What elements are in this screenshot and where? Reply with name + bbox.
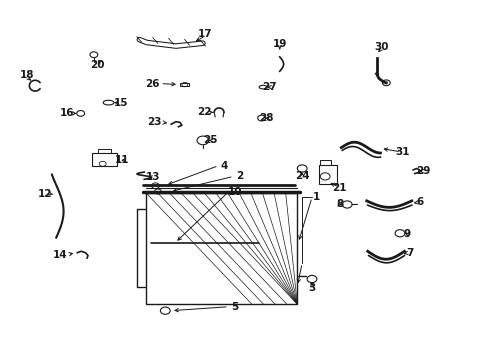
Text: 2: 2 [236, 171, 243, 181]
Text: 8: 8 [336, 199, 343, 210]
Text: 21: 21 [332, 183, 346, 193]
Text: 10: 10 [227, 186, 242, 197]
Text: 12: 12 [38, 189, 52, 199]
Bar [318, 165, 337, 184]
Text: 7: 7 [405, 248, 413, 258]
Text: 19: 19 [272, 39, 286, 49]
Text: 17: 17 [198, 29, 212, 39]
Bar [145, 193, 297, 304]
Text: 26: 26 [145, 78, 160, 89]
Text: 18: 18 [20, 70, 34, 80]
Circle shape [382, 80, 389, 86]
Text: 24: 24 [294, 171, 309, 181]
Text: 29: 29 [415, 166, 429, 176]
Text: 5: 5 [231, 302, 238, 312]
Text: 28: 28 [259, 113, 273, 123]
Text: 14: 14 [52, 250, 67, 260]
Text: 3: 3 [308, 283, 315, 293]
Bar [92, 153, 117, 166]
Text: 13: 13 [145, 172, 160, 182]
Bar [98, 149, 111, 153]
Text: 27: 27 [261, 82, 276, 92]
Text: 31: 31 [395, 147, 409, 157]
Text: 9: 9 [403, 229, 409, 239]
Text: 1: 1 [313, 192, 320, 202]
Text: 6: 6 [415, 197, 422, 207]
Text: 20: 20 [90, 60, 105, 70]
Text: 22: 22 [197, 107, 211, 117]
Text: 16: 16 [60, 108, 75, 118]
Text: 25: 25 [203, 135, 217, 145]
Text: 11: 11 [115, 155, 129, 165]
Bar [320, 160, 330, 165]
Bar [180, 83, 188, 86]
Text: 30: 30 [373, 42, 388, 52]
Text: 4: 4 [220, 161, 227, 171]
Text: 15: 15 [114, 98, 128, 108]
Text: 23: 23 [147, 117, 162, 127]
